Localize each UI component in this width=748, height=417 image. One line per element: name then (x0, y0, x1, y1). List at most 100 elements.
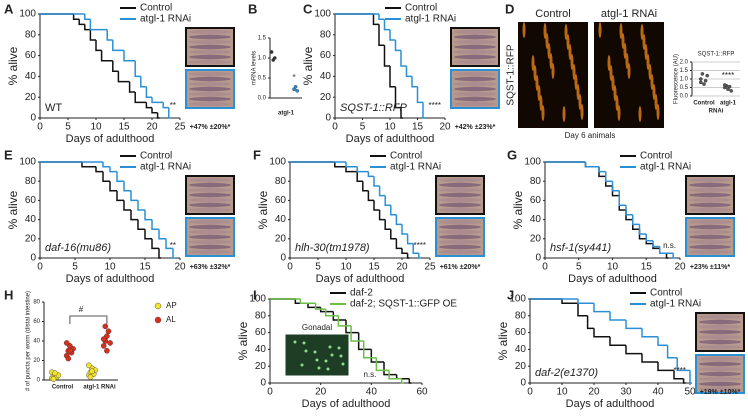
y-tick-label: 20 (515, 361, 527, 372)
worm (189, 239, 231, 245)
survival-step (144, 229, 152, 240)
bracket (69, 315, 108, 324)
inset-spot (341, 362, 345, 366)
x-tick-label: 20 (396, 262, 408, 273)
survival-step (95, 166, 103, 173)
legend-label: Control (405, 3, 437, 14)
x-tick-label: 0 (267, 387, 273, 398)
survival-step (618, 190, 626, 206)
survival-step (357, 332, 372, 351)
y-axis-label: # of puncta per worm (distal intestine) (26, 291, 32, 391)
survival-step (370, 349, 384, 363)
survival-step (156, 112, 160, 119)
panel-label: E (4, 147, 13, 162)
legend-label: Control (640, 151, 672, 162)
worm (454, 39, 496, 45)
survival-step (158, 248, 161, 259)
data-point (89, 368, 95, 375)
inset-image (284, 333, 350, 377)
fluorescence (617, 105, 621, 121)
worm (689, 192, 731, 198)
legend-label: Control (390, 151, 422, 162)
panel-label: B (248, 1, 257, 16)
legend-label: atgl-1 RNAi (140, 14, 191, 25)
y-tick-label: 0 (535, 253, 541, 264)
survival-step (577, 299, 594, 304)
y-axis-label: % alive (496, 321, 510, 360)
panel-label: D (505, 1, 514, 16)
fluorescence (547, 43, 551, 59)
survival-step (682, 378, 686, 384)
change-label: +42% ±23%* (455, 124, 496, 131)
data-point (86, 362, 92, 369)
x-axis-label: Days of adulthood (66, 273, 155, 285)
survival-step (401, 248, 408, 254)
y-tick-label: 0 (37, 378, 41, 384)
fluorescence (621, 33, 625, 49)
fluorescence (613, 85, 617, 101)
x-tick-label: 10 (556, 387, 568, 398)
y-tick-label: 40 (25, 71, 37, 82)
worm (689, 239, 731, 245)
fluorescence (623, 43, 627, 59)
x-tick-label: atgl-1 (720, 101, 737, 107)
legend-label: atgl-1 RNAi (640, 162, 691, 173)
x-tick-label: 15 (412, 122, 424, 133)
y-tick-label: 0.5 (258, 76, 267, 82)
worm (439, 202, 481, 208)
worm (699, 314, 741, 320)
survival-step (609, 311, 626, 321)
y-tick-label: 100 (524, 157, 541, 168)
y-tick-label: 0.0 (258, 96, 267, 102)
survival-step (657, 362, 674, 372)
data-point (727, 84, 732, 89)
significance: * (292, 73, 295, 82)
data-point (102, 323, 109, 330)
survival-step (165, 238, 173, 250)
significance: ** (170, 101, 176, 110)
change-label: +47% ±20%* (190, 124, 231, 131)
survival-step (362, 341, 377, 359)
x-tick-label: 25 (424, 262, 436, 273)
worm (689, 197, 731, 203)
survival-step (390, 205, 397, 216)
worm (189, 192, 231, 198)
y-axis-label: % alive (301, 46, 315, 85)
fluorescence (537, 85, 541, 101)
worm (439, 249, 481, 255)
survival-step (109, 181, 117, 192)
worm (699, 319, 741, 325)
y-tick-label: 20 (33, 358, 40, 364)
x-tick-label: 10 (340, 262, 352, 273)
legend-label: atgl-1 RNAi (405, 14, 456, 25)
inset-spot (328, 345, 332, 349)
fluorescence (576, 84, 580, 100)
inset-spot (304, 349, 308, 353)
worm (454, 76, 496, 82)
worm (189, 249, 231, 255)
significance: **** (722, 71, 734, 80)
survival-step (389, 29, 396, 41)
fluorescence (619, 23, 623, 39)
y-axis-label: % alive (236, 321, 250, 360)
survival-step (299, 299, 316, 304)
fluorescence (574, 74, 578, 90)
x-tick-label: 20 (588, 387, 600, 398)
survival-step (657, 336, 668, 346)
significance: n.s. (363, 370, 376, 379)
y-tick-label: 40 (320, 71, 332, 82)
worm (454, 91, 496, 97)
survival-step (367, 190, 374, 202)
survival-step (561, 299, 578, 304)
data-point (65, 355, 72, 362)
survival-step (109, 166, 117, 173)
worm (454, 44, 496, 50)
worm (699, 334, 741, 340)
survival-step (356, 171, 363, 182)
x-tick-label: 0 (37, 122, 43, 133)
x-axis-label: Days of adulthood (302, 398, 391, 410)
x-axis-label: atgl-1 (278, 111, 295, 117)
y-tick-label: 0 (325, 113, 331, 124)
worm (439, 229, 481, 235)
data-point (52, 370, 58, 376)
